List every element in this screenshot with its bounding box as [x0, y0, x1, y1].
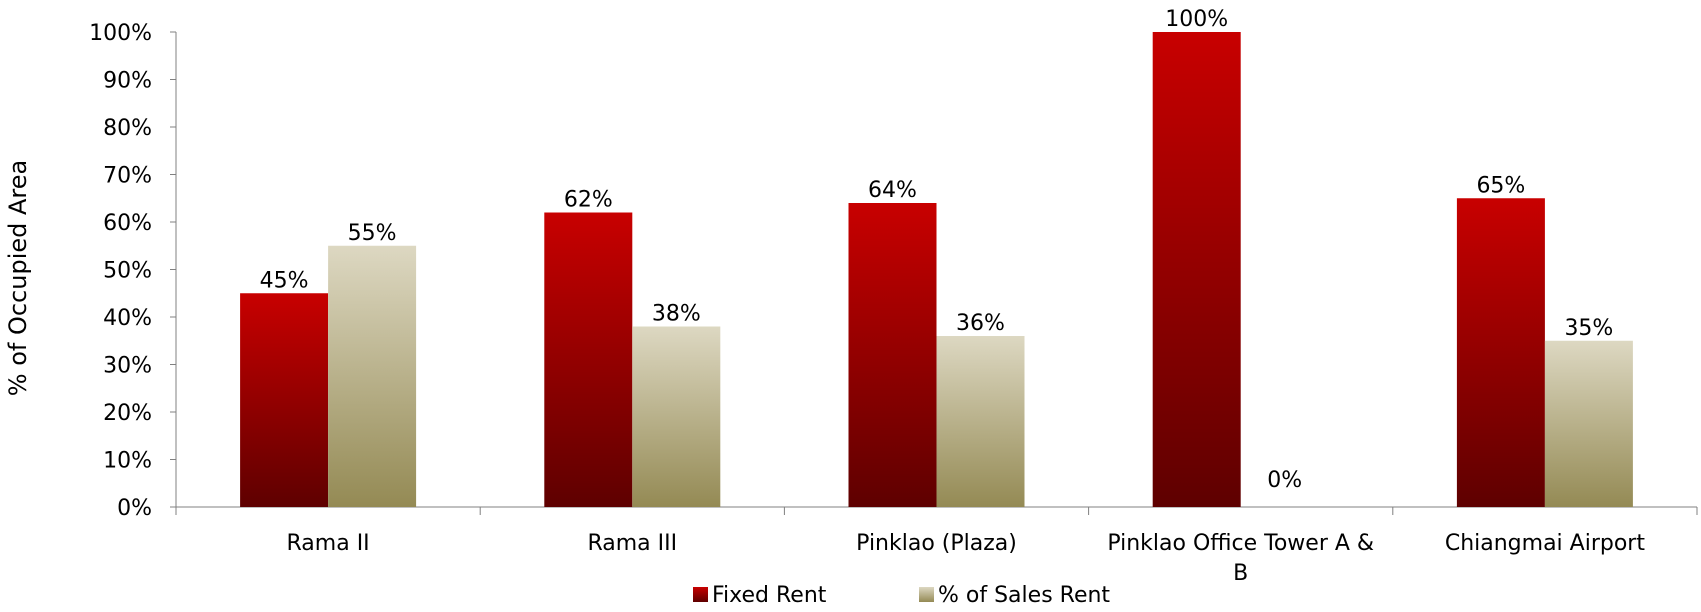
bar-fixed-rent [544, 212, 633, 507]
data-label-sales-rent: 36% [956, 311, 1005, 336]
y-tick-label: 0% [117, 496, 152, 521]
data-label-fixed-rent: 45% [260, 268, 309, 293]
category-label: Pinklao Office Tower A & B [1107, 531, 1374, 586]
data-label-sales-rent: 35% [1564, 316, 1613, 341]
legend-swatch-sales-rent [919, 587, 934, 602]
y-tick-label: 90% [103, 69, 152, 94]
legend: Fixed Rent % of Sales Rent [693, 583, 1110, 608]
data-label-fixed-rent: 64% [868, 178, 917, 203]
y-tick-label: 100% [89, 21, 152, 46]
data-label-fixed-rent: 65% [1476, 173, 1525, 198]
y-tick-label: 20% [103, 401, 152, 426]
bar-fixed-rent [1152, 32, 1241, 507]
bar-fixed-rent [848, 203, 937, 507]
category-label: Rama III [587, 531, 677, 556]
bar-sales-rent [1544, 340, 1633, 507]
y-tick-label: 60% [103, 211, 152, 236]
legend-label-fixed-rent: Fixed Rent [712, 583, 827, 608]
y-axis-label: % of Occupied Area [4, 160, 32, 396]
y-tick-label: 40% [103, 306, 152, 331]
legend-label-sales-rent: % of Sales Rent [938, 583, 1110, 608]
bar-sales-rent [632, 326, 721, 507]
category-label: Chiangmai Airport [1445, 531, 1646, 556]
data-label-fixed-rent: 62% [564, 188, 613, 213]
x-axis [175, 506, 1698, 515]
y-tick-label: 50% [103, 259, 152, 284]
legend-swatch-fixed-rent [693, 587, 708, 602]
data-labels: 45% 55% 62% 38% 64% 36% 100% 0% 65% 35% [260, 7, 1614, 493]
category-labels: Rama II Rama III Pinklao (Plaza) Pinklao Of… [287, 531, 1646, 586]
category-label: Pinklao (Plaza) [856, 531, 1017, 556]
y-tick-label: 80% [103, 116, 152, 141]
bar-sales-rent [328, 245, 417, 507]
bar-fixed-rent [240, 293, 329, 507]
y-tick-label: 10% [103, 449, 152, 474]
y-tick-label: 70% [103, 164, 152, 189]
data-label-fixed-rent: 100% [1165, 7, 1228, 32]
data-label-sales-rent: 55% [348, 221, 397, 246]
data-label-sales-rent: 38% [652, 302, 701, 327]
y-axis-ticks: 0% 10% 20% 30% 40% 50% 60% 70% 80% 90% 100% [89, 21, 177, 521]
y-tick-label: 30% [103, 354, 152, 379]
bars [240, 32, 1633, 507]
category-label: Rama II [287, 531, 370, 556]
bar-fixed-rent [1456, 198, 1545, 507]
bar-sales-rent [936, 336, 1025, 507]
data-label-sales-rent: 0% [1267, 468, 1302, 493]
